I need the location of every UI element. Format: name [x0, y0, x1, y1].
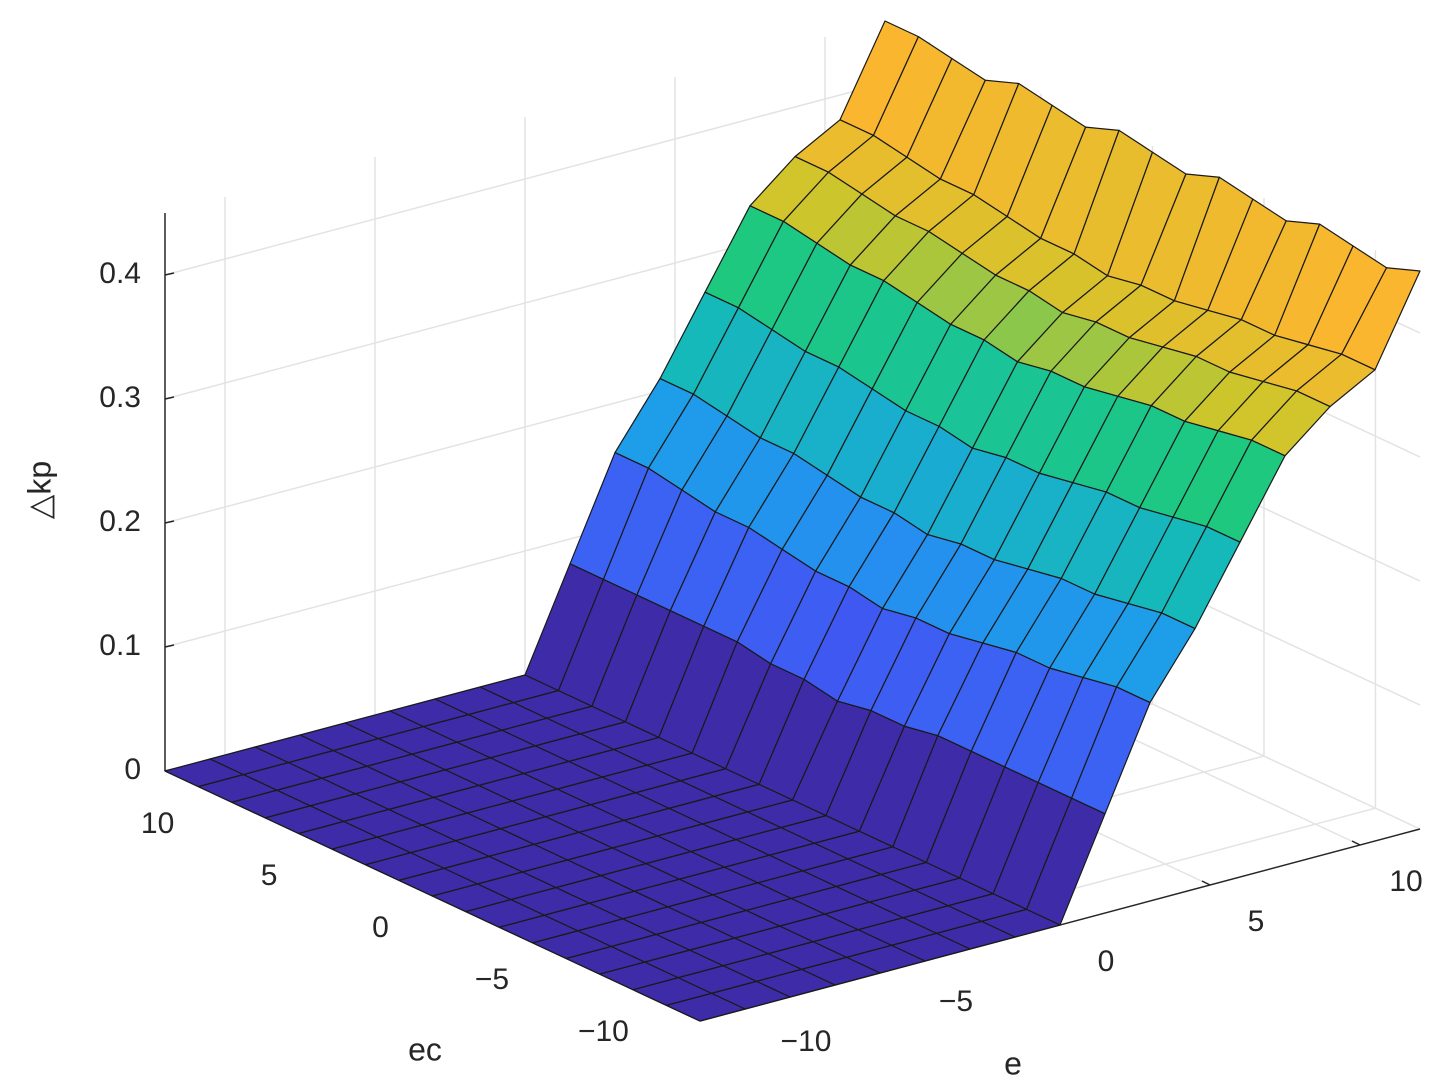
x-tick-label: 10: [1389, 865, 1422, 898]
grid-line: [164, 82, 886, 276]
z-tick: [164, 272, 175, 276]
z-axis-label: △kp: [21, 461, 57, 519]
y-axis-label: ec: [408, 1031, 442, 1067]
surface-cell: [665, 992, 746, 1022]
x-tick: [1351, 840, 1361, 846]
z-tick-label: 0.2: [99, 505, 141, 538]
y-tick-label: 10: [141, 807, 174, 840]
z-tick: [164, 644, 175, 648]
x-tick-label: −5: [939, 985, 973, 1018]
x-tick: [1201, 880, 1211, 886]
z-tick-label: 0.4: [99, 257, 141, 290]
z-tick-label: 0.3: [99, 381, 141, 414]
y-tick-label: −5: [475, 963, 509, 996]
x-tick-label: −10: [781, 1025, 832, 1058]
z-tick: [164, 396, 175, 400]
z-tick-label: 0: [124, 753, 141, 786]
x-axis-label: e: [1004, 1045, 1022, 1081]
z-tick-label: 0.1: [99, 629, 141, 662]
y-tick-label: 5: [261, 859, 278, 892]
y-tick-label: −10: [578, 1015, 629, 1048]
x-tick-label: 5: [1248, 905, 1265, 938]
y-tick-label: 0: [372, 911, 389, 944]
z-tick: [164, 520, 175, 524]
x-tick-label: 0: [1098, 945, 1115, 978]
